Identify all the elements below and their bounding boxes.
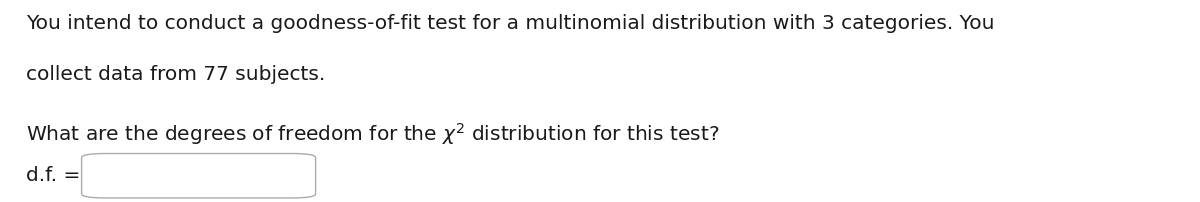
Text: What are the degrees of freedom for the $\chi^2$ distribution for this test?: What are the degrees of freedom for the …	[26, 121, 720, 147]
Text: You intend to conduct a goodness-of-fit test for a multinomial distribution with: You intend to conduct a goodness-of-fit …	[26, 14, 995, 33]
Text: d.f. =: d.f. =	[26, 166, 80, 185]
FancyBboxPatch shape	[82, 154, 316, 198]
Text: collect data from 77 subjects.: collect data from 77 subjects.	[26, 65, 325, 84]
